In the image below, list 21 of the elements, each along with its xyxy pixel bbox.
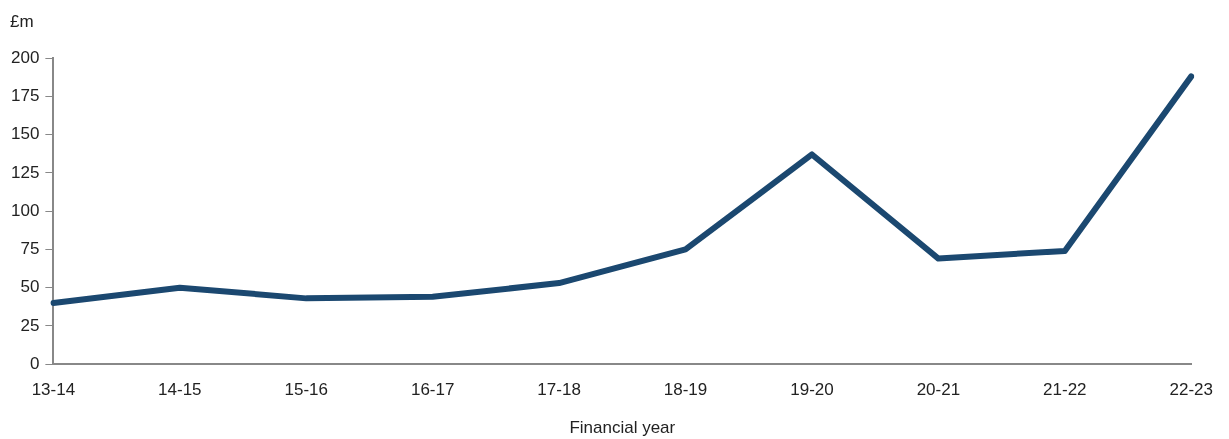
x-tick-label: 16-17 [410,380,455,400]
x-tick-label: 14-15 [158,380,202,400]
y-tick-label: 175 [10,85,40,105]
x-tick-label: 17-18 [537,380,581,400]
y-tick-label: 25 [20,315,40,335]
y-tick-label: 200 [10,47,40,67]
x-tick-label: 15-16 [284,380,328,400]
x-tick-label: 20-21 [916,380,961,400]
y-axis-title: £m [10,11,34,31]
y-tick-label: 125 [10,162,40,182]
y-tick-label: 0 [29,353,40,373]
x-tick-label: 19-20 [790,380,834,400]
y-tick-label: 150 [10,124,40,144]
y-tick-label: 100 [10,200,40,220]
x-tick-label: 22-23 [1169,380,1213,400]
x-axis-title: Financial year [569,418,676,438]
x-tick-label: 18-19 [663,380,708,400]
x-tick-label: 13-14 [31,380,76,400]
x-tick-label: 21-22 [1043,380,1087,400]
y-tick-label: 75 [20,239,40,259]
y-tick-label: 50 [20,277,40,297]
